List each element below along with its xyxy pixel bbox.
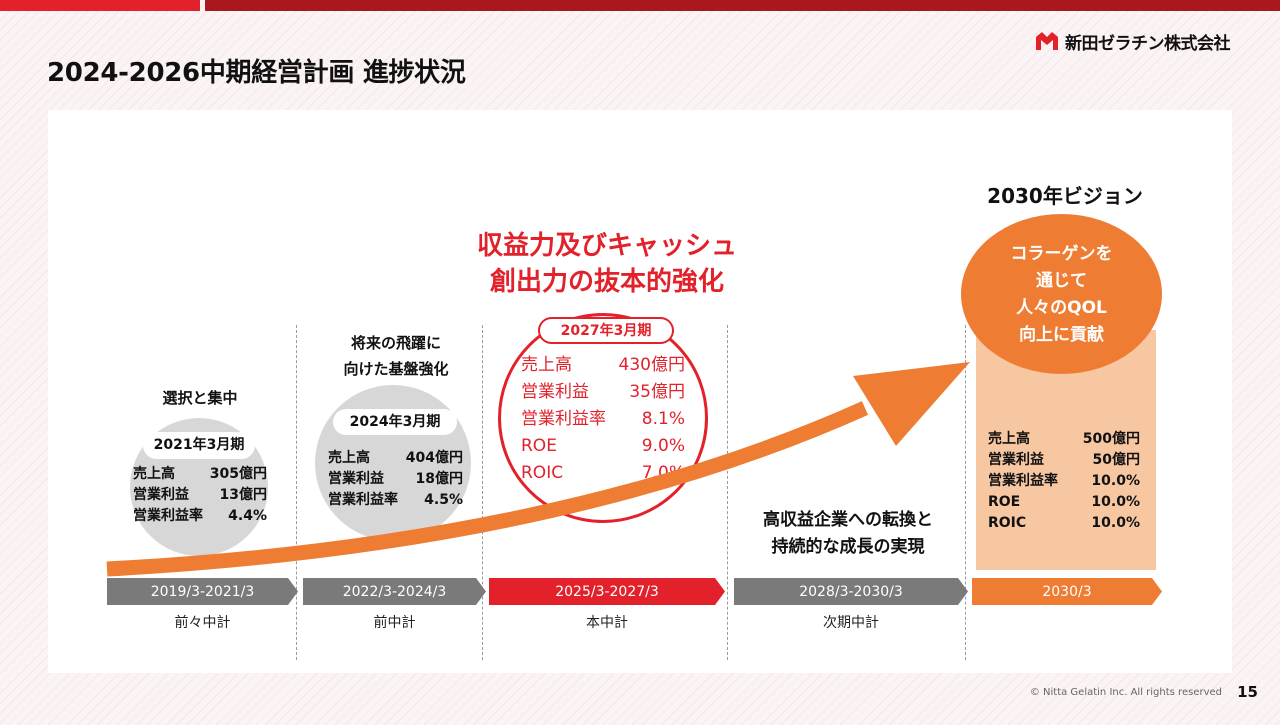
page-number: 15 — [1237, 683, 1258, 701]
period1-pill: 2021年3月期 — [143, 432, 255, 459]
timeline-label-2: 前中計 — [373, 615, 416, 631]
divider-4 — [965, 325, 966, 660]
vision-stats: 売上高 500億円 営業利益 50億円 営業利益率 10.0% ROE 10.0% RO… — [988, 431, 1140, 531]
period1-stats: 売上高 305億円 営業利益 13億円 営業利益率 4.4% — [133, 466, 267, 524]
timeline-bar-3: 2025/3-2027/3 — [489, 578, 725, 605]
period3-circle — [498, 313, 708, 523]
period2-pill: 2024年3月期 — [333, 409, 457, 435]
divider-2 — [482, 325, 483, 660]
timeline-bar-5: 2030/3 — [972, 578, 1162, 605]
timeline-bar-1: 2019/3-2021/3 — [107, 578, 298, 605]
timeline-bar-2: 2022/3-2024/3 — [303, 578, 486, 605]
divider-1 — [296, 325, 297, 660]
company-logo: 新田ゼラチン株式会社 — [1035, 28, 1231, 54]
period2-stats: 売上高 404億円 営業利益 18億円 営業利益率 4.5% — [328, 450, 463, 508]
headline: 収益力及びキャッシュ 創出力の抜本的強化 — [462, 228, 752, 300]
vision-circle: コラーゲンを 通じて 人々のQOL 向上に貢献 — [961, 214, 1162, 374]
divider-3 — [727, 325, 728, 660]
vision-title: 2030年ビジョン — [987, 184, 1143, 208]
top-accent-bar — [0, 0, 1280, 11]
period3-pill: 2027年3月期 — [538, 317, 674, 344]
timeline-bar-4: 2028/3-2030/3 — [734, 578, 968, 605]
timeline-label-4: 次期中計 — [823, 615, 879, 631]
headline-line1: 収益力及びキャッシュ — [476, 231, 737, 261]
timeline-label-1: 前々中計 — [174, 615, 231, 631]
page-title: 2024-2026中期経営計画 進捗状況 — [47, 58, 466, 88]
period2-heading: 将来の飛躍に 向けた基盤強化 — [343, 334, 449, 378]
headline-line2: 創出力の抜本的強化 — [489, 267, 724, 297]
period1-heading: 選択と集中 — [162, 389, 238, 407]
period4-text: 高収益企業への転換と 持続的な成長の実現 — [763, 510, 933, 557]
logo-text: 新田ゼラチン株式会社 — [1065, 33, 1231, 54]
copyright: © Nitta Gelatin Inc. All rights reserved — [1029, 687, 1222, 698]
timeline-label-3: 本中計 — [586, 615, 628, 631]
nitta-logo-icon — [1036, 32, 1058, 50]
